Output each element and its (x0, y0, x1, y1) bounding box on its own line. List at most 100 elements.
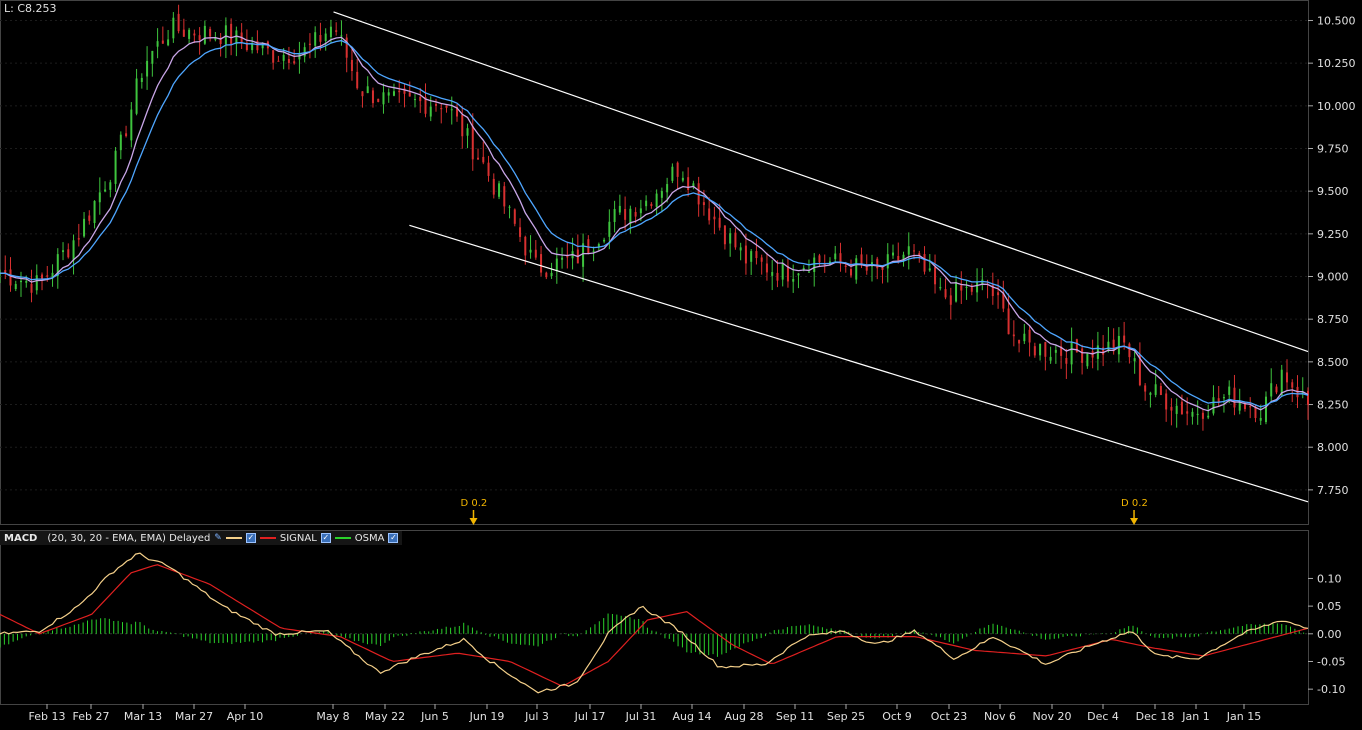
candle-body (597, 244, 600, 248)
candle-body (1102, 347, 1105, 355)
candle-body (51, 272, 54, 279)
candle-body (1149, 392, 1152, 395)
candle-body (72, 240, 75, 261)
candle-body (345, 37, 348, 58)
candle-body (1060, 346, 1063, 356)
candle-body (471, 126, 474, 160)
candle-body (135, 78, 138, 114)
candle-body (897, 255, 900, 261)
candle-body (1075, 339, 1078, 353)
candle-body (771, 272, 774, 276)
candle-body (1275, 386, 1278, 393)
candle-body (98, 192, 101, 203)
candle-body (802, 267, 805, 270)
candle-body (130, 109, 133, 141)
wrench-icon[interactable]: ✎ (214, 533, 222, 543)
macd-line-swatch (225, 537, 242, 539)
candle-body (167, 39, 170, 46)
date-tick-label: Aug 28 (725, 710, 764, 723)
date-tick-label: Jul 3 (524, 710, 549, 723)
price-pane-frame (0, 0, 1309, 525)
candle-body (797, 273, 800, 276)
candle-body (1007, 308, 1010, 335)
candle-body (566, 255, 569, 258)
candle-body (976, 281, 979, 293)
price-tick-label: 8.000 (1317, 441, 1349, 454)
candle-body (550, 272, 553, 276)
candle-body (156, 41, 159, 47)
price-readout: L: C8.253 (4, 2, 57, 15)
candle-body (146, 60, 149, 77)
candle-body (697, 183, 700, 205)
candle-body (492, 178, 495, 195)
checkbox-icon[interactable]: ✓ (320, 533, 331, 543)
dividend-marker-label: D 0.2 (1121, 498, 1148, 509)
candle-body (419, 96, 422, 102)
candle-body (182, 29, 185, 37)
candle-body (1233, 387, 1236, 408)
candle-body (125, 133, 128, 137)
candle-body (83, 218, 86, 237)
candle-body (1285, 372, 1288, 383)
candle-body (1249, 406, 1252, 408)
candle-body (177, 13, 180, 32)
checkbox-icon[interactable]: ✓ (388, 533, 399, 543)
legend-signal-label: SIGNAL (279, 532, 317, 544)
date-tick-label: Feb 27 (73, 710, 110, 723)
date-tick-label: Mar 27 (175, 710, 213, 723)
candle-body (1264, 396, 1267, 423)
candle-body (461, 114, 464, 137)
date-tick-label: Aug 14 (673, 710, 712, 723)
candle-body (508, 206, 511, 208)
candle-body (818, 255, 821, 263)
date-tick-label: Jul 31 (625, 710, 657, 723)
date-tick-label: Oct 9 (882, 710, 912, 723)
candle-body (67, 249, 70, 258)
macd-line (0, 552, 1309, 694)
candle-body (324, 33, 327, 41)
candle-body (955, 281, 958, 302)
candle-body (366, 86, 369, 94)
price-tick-label: 9.750 (1317, 142, 1349, 155)
candle-body (687, 177, 690, 190)
candle-body (398, 90, 401, 93)
candle-body (256, 40, 259, 51)
candle-body (140, 77, 143, 82)
candle-body (981, 279, 984, 285)
dividend-marker-label: D 0.2 (460, 498, 487, 509)
candle-body (729, 233, 732, 244)
candle-body (319, 35, 322, 42)
candle-body (1044, 342, 1047, 357)
candle-body (188, 29, 191, 39)
candle-body (56, 254, 59, 277)
candle-body (335, 30, 338, 32)
ema-slow-line (0, 39, 1309, 408)
candle-body (1254, 406, 1257, 419)
candle-body (1154, 384, 1157, 395)
candle-body (403, 88, 406, 94)
candle-body (676, 162, 679, 177)
date-tick-label: Dec 18 (1136, 710, 1175, 723)
price-tick-label: 10.000 (1317, 100, 1356, 113)
candle-body (744, 245, 747, 264)
candle-body (671, 166, 674, 181)
candle-body (408, 92, 411, 97)
candle-body (892, 252, 895, 256)
candle-body (350, 59, 353, 71)
candle-body (456, 107, 459, 117)
candle-body (151, 50, 154, 64)
candle-body (760, 257, 763, 262)
date-tick-label: May 8 (316, 710, 349, 723)
candle-body (203, 25, 206, 44)
candle-body (855, 258, 858, 280)
candle-body (639, 208, 642, 214)
candle-body (1033, 346, 1036, 356)
candle-body (119, 134, 122, 151)
candle-body (209, 28, 212, 37)
candle-body (382, 92, 385, 105)
candle-body (340, 35, 343, 37)
candle-body (1307, 390, 1309, 405)
candle-body (62, 250, 65, 253)
checkbox-icon[interactable]: ✓ (245, 533, 256, 543)
